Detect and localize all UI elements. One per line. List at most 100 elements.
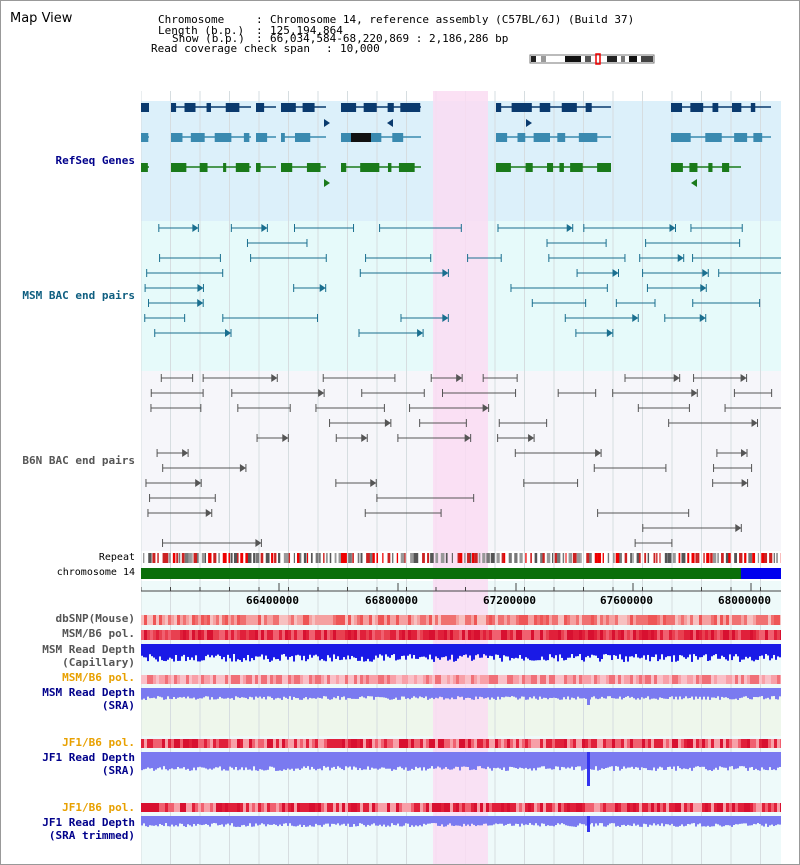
depth-bar — [431, 752, 433, 767]
heat-cell — [195, 615, 198, 625]
heat-cell — [453, 803, 456, 812]
depth-bar — [777, 644, 779, 657]
heat-cell — [171, 630, 174, 640]
heat-cell — [672, 739, 675, 748]
depth-bar — [147, 644, 149, 662]
depth-bar — [431, 816, 433, 824]
heat-cell — [768, 803, 771, 812]
depth-bar — [483, 688, 485, 699]
depth-bar — [345, 752, 347, 767]
heat-cell — [351, 630, 354, 640]
depth-bar — [451, 816, 453, 826]
depth-bar — [241, 816, 243, 826]
heat-cell — [243, 803, 246, 812]
depth-bar — [249, 688, 251, 697]
heat-cell — [693, 739, 696, 748]
heat-cell — [273, 675, 276, 684]
bac-arrow — [612, 269, 619, 277]
heat-cell — [237, 803, 240, 812]
heat-cell — [579, 615, 582, 625]
depth-bar — [353, 644, 355, 658]
heat-cell — [294, 803, 297, 812]
heat-cell — [357, 739, 360, 748]
repeat-mark — [519, 553, 523, 563]
repeat-mark — [734, 553, 738, 563]
heat-cell — [657, 675, 660, 684]
heat-cell — [378, 630, 381, 640]
depth-bar — [697, 752, 699, 767]
depth-bar — [361, 688, 363, 697]
heat-cell — [288, 739, 291, 748]
depth-bar — [217, 752, 219, 768]
depth-bar — [273, 688, 275, 700]
gene-exon — [671, 163, 683, 172]
depth-bar — [341, 752, 343, 770]
depth-bar — [657, 688, 659, 700]
heat-cell — [663, 675, 666, 684]
heat-cell — [501, 630, 504, 640]
heat-cell — [579, 739, 582, 748]
depth-bar — [555, 644, 557, 656]
heat-cell — [288, 803, 291, 812]
heat-cell — [147, 615, 150, 625]
depth-bar — [207, 752, 209, 770]
depth-bar — [265, 688, 267, 700]
heat-cell — [723, 630, 726, 640]
depth-bar — [395, 644, 397, 661]
heat-cell — [693, 630, 696, 640]
genome-tracks-canvas[interactable]: 66400000 66800000 67200000 67600000 68000000 — [141, 91, 781, 864]
depth-bar — [289, 688, 291, 697]
strand-arrow — [324, 119, 330, 127]
depth-bar — [475, 816, 477, 827]
heat-cell — [189, 739, 192, 748]
heat-cell — [216, 739, 219, 748]
heat-cell — [492, 675, 495, 684]
heat-cell — [747, 615, 750, 625]
heat-cell — [411, 615, 414, 625]
heat-cell — [708, 675, 711, 684]
heat-cell — [570, 675, 573, 684]
depth-bar — [757, 752, 759, 771]
heat-cell — [258, 675, 261, 684]
heat-cell — [393, 739, 396, 748]
depth-bar — [473, 816, 475, 825]
depth-bar — [171, 816, 173, 825]
depth-bar — [395, 688, 397, 698]
depth-bar — [613, 644, 615, 656]
depth-bar — [521, 816, 523, 824]
depth-bar — [295, 644, 297, 656]
heat-cell — [309, 615, 312, 625]
depth-bar — [645, 816, 647, 825]
heat-cell — [402, 615, 405, 625]
depth-bar — [337, 816, 339, 824]
heat-cell — [489, 675, 492, 684]
depth-bar — [581, 688, 583, 699]
depth-bar — [283, 688, 285, 697]
depth-bar — [409, 816, 411, 827]
depth-bar — [493, 688, 495, 699]
depth-bar — [327, 688, 329, 699]
heat-cell — [678, 739, 681, 748]
depth-bar — [311, 816, 313, 827]
depth-bar — [415, 816, 417, 826]
heat-cell — [423, 739, 426, 748]
depth-bar — [195, 752, 197, 771]
depth-bar — [671, 816, 673, 824]
depth-bar — [249, 816, 251, 824]
heat-cell — [636, 739, 639, 748]
depth-bar — [579, 752, 581, 767]
heat-cell — [639, 803, 642, 812]
repeat-mark — [422, 553, 425, 563]
heat-cell — [195, 675, 198, 684]
depth-bar — [495, 816, 497, 824]
depth-bar — [429, 816, 431, 824]
heat-cell — [222, 630, 225, 640]
heat-cell — [444, 803, 447, 812]
depth-bar — [519, 688, 521, 699]
depth-bar — [623, 816, 625, 825]
chromosome-ideogram[interactable] — [529, 53, 657, 65]
heat-cell — [306, 615, 309, 625]
heat-cell — [162, 615, 165, 625]
depth-bar — [537, 644, 539, 661]
depth-bar — [209, 644, 211, 658]
